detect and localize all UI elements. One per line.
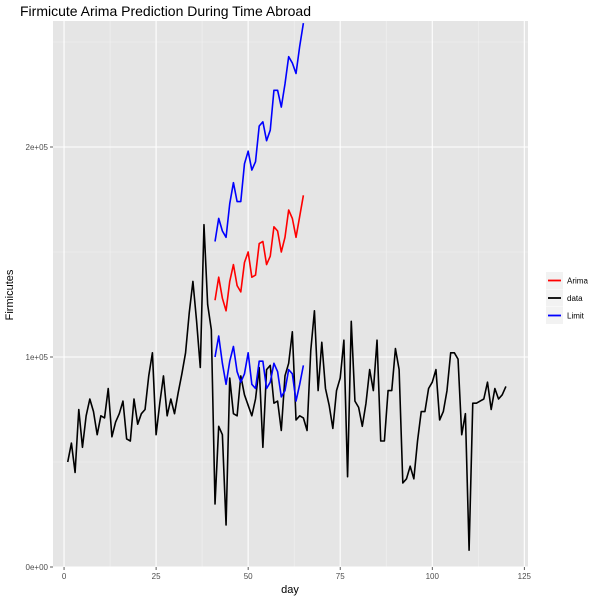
legend-label: Arima [567, 277, 588, 286]
y-tick-label: 0e+00 [26, 563, 49, 572]
x-axis-ticks: 0 25 50 75 100 125 [62, 567, 532, 581]
legend-label: Limit [567, 312, 585, 321]
series-layer [66, 22, 507, 551]
legend-label: data [567, 294, 583, 303]
legend: Arima data Limit [546, 272, 588, 324]
series-line-limit-3 [214, 335, 305, 402]
series-line-arima-1 [214, 195, 305, 312]
x-tick-label: 50 [244, 572, 253, 581]
plot-panel [53, 21, 528, 567]
y-axis-ticks: 0e+00 1e+05 2e+05 [26, 143, 53, 572]
x-tick-label: 125 [518, 572, 532, 581]
chart-title: Firmicute Arima Prediction During Time A… [20, 3, 311, 19]
y-axis-title: Firmicutes [4, 269, 16, 320]
x-axis-title: day [281, 584, 299, 596]
series-line-limit-2 [214, 22, 305, 242]
x-tick-label: 0 [62, 572, 67, 581]
series-line-data-0 [66, 223, 507, 551]
x-tick-label: 100 [426, 572, 440, 581]
y-tick-label: 2e+05 [26, 143, 49, 152]
y-tick-label: 1e+05 [26, 353, 49, 362]
grid-major [53, 21, 528, 568]
x-tick-label: 25 [152, 572, 161, 581]
x-tick-label: 75 [336, 572, 345, 581]
